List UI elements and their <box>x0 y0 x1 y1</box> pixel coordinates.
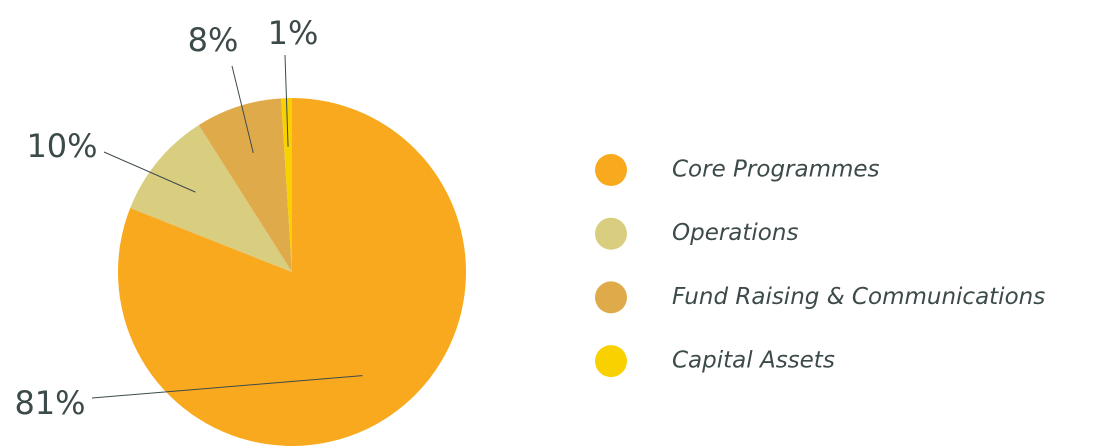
legend-swatch <box>595 154 627 186</box>
slice-label: 8% <box>188 21 239 59</box>
leader-line <box>103 151 196 193</box>
pie-slice <box>198 98 292 272</box>
leader-line <box>231 65 254 153</box>
leader-line <box>91 375 363 399</box>
pie-slice <box>281 98 292 272</box>
legend-label: Capital Assets <box>672 348 835 374</box>
slice-label: 1% <box>268 14 319 52</box>
legend-label: Fund Raising & Communications <box>672 284 1045 310</box>
legend-label: Operations <box>672 220 798 246</box>
legend-swatch <box>595 281 627 314</box>
legend-swatch <box>595 217 627 250</box>
legend-label: Core Programmes <box>672 157 880 183</box>
slice-label: 81% <box>14 384 85 422</box>
legend-swatch <box>595 345 627 378</box>
pie-slice <box>130 125 292 272</box>
leader-line <box>284 54 289 147</box>
slice-label: 10% <box>26 127 97 165</box>
